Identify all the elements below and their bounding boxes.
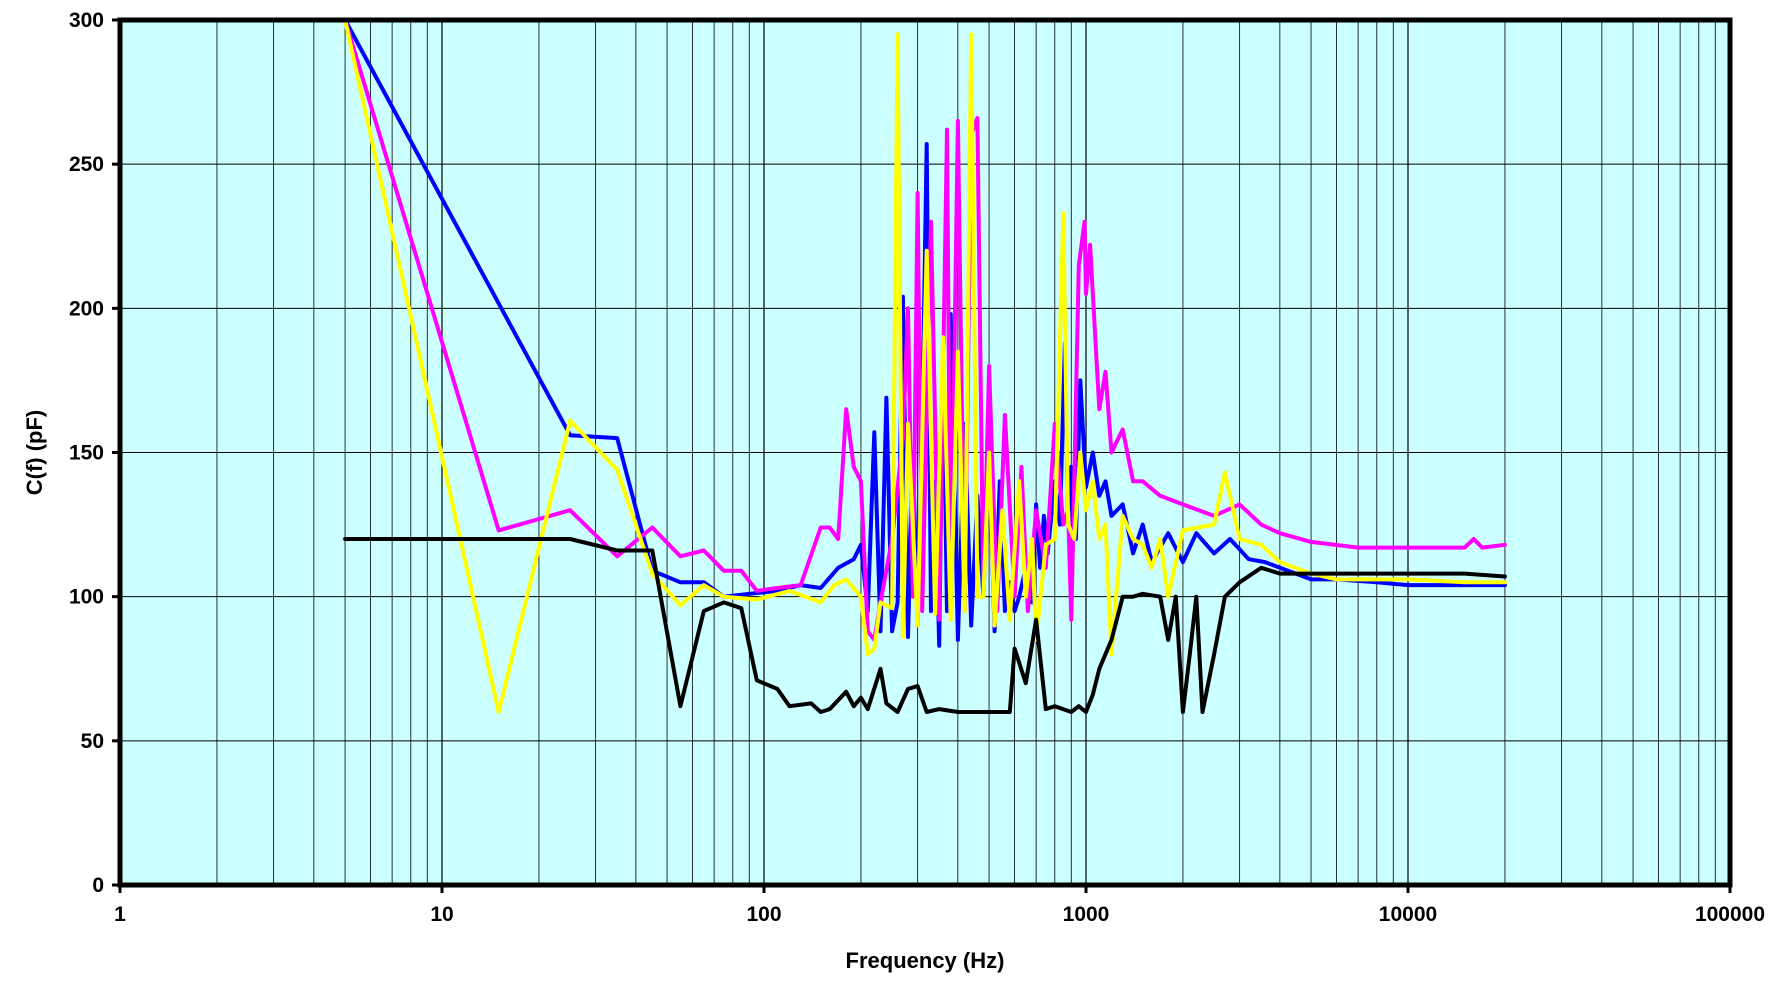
y-tick-label: 0	[92, 874, 104, 897]
x-tick-label: 100	[746, 903, 781, 926]
series-line-1	[343, 18, 1507, 648]
x-tick-label: 1	[114, 903, 126, 926]
y-axis-label: C(f) (pF)	[22, 410, 47, 496]
y-tick-label: 200	[69, 297, 104, 320]
x-tick-label: 1000	[1063, 903, 1110, 926]
series-line-3	[343, 18, 1507, 714]
y-tick-label: 300	[69, 9, 104, 32]
series-line-4	[343, 537, 1507, 714]
axis-ticks: 0 50 100 150 200 250 300 1 10 100 1000 10000 100000	[69, 9, 1765, 926]
y-tick-label: 250	[69, 153, 104, 176]
x-tick-label: 10000	[1379, 903, 1437, 926]
x-tick-label: 100000	[1695, 903, 1765, 926]
x-tick-label: 10	[430, 903, 453, 926]
data-series	[343, 18, 1507, 714]
y-tick-label: 100	[69, 586, 104, 609]
y-tick-label: 50	[81, 730, 104, 753]
y-tick-label: 150	[69, 442, 104, 465]
x-axis-label: Frequency (Hz)	[846, 948, 1005, 973]
